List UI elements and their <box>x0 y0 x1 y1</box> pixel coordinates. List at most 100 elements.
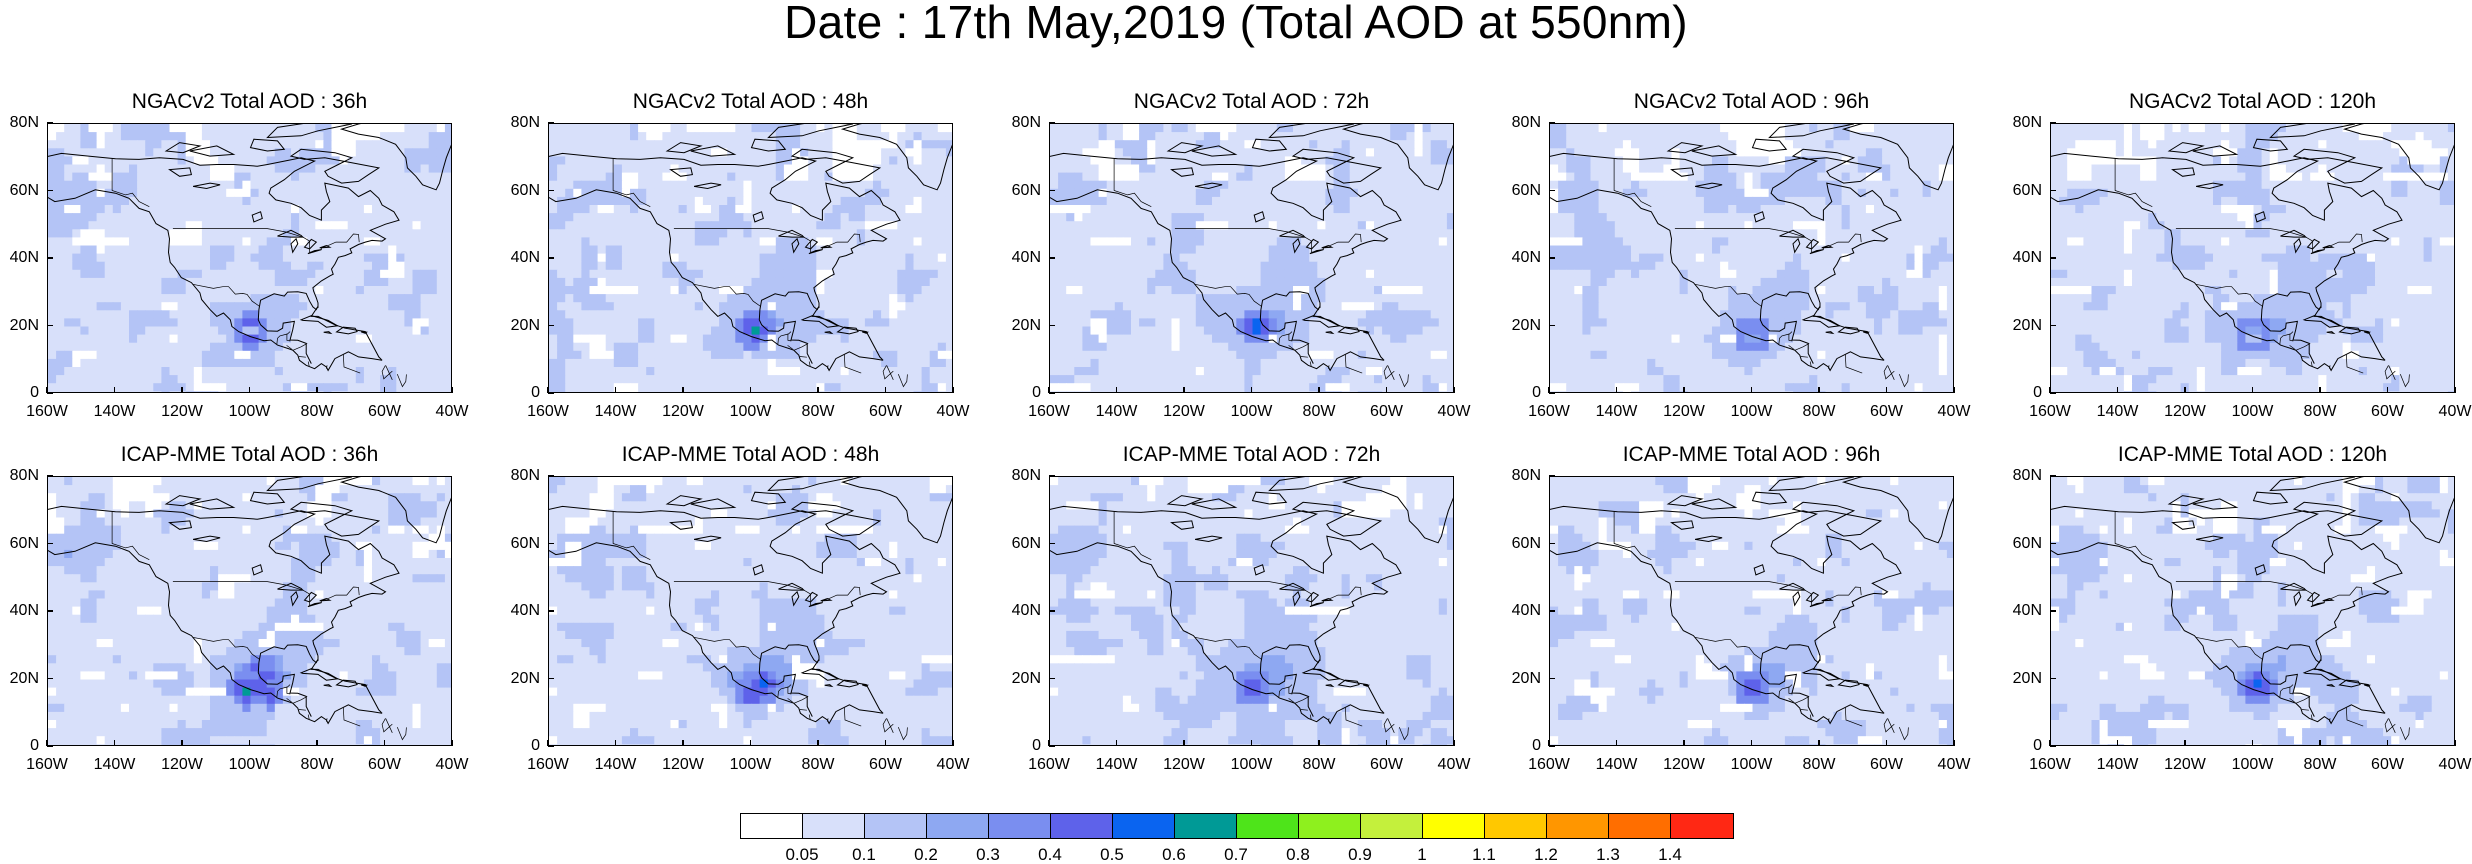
lat-tick-label: 0 <box>30 385 39 401</box>
lon-tick-mark <box>2387 740 2389 746</box>
lon-tick-label: 80W <box>301 757 334 773</box>
lon-tick-mark <box>1386 740 1388 746</box>
lon-tick-mark <box>615 740 617 746</box>
lat-tick-mark <box>548 122 554 124</box>
lon-tick-mark <box>750 387 752 393</box>
aod-field <box>549 477 953 746</box>
lon-tick-mark <box>1751 740 1753 746</box>
lat-tick-mark <box>548 257 554 259</box>
lon-tick-label: 160W <box>26 404 68 420</box>
lon-tick-mark <box>46 387 48 393</box>
lon-tick-label: 80W <box>1303 757 1336 773</box>
panel-title: ICAP-MME Total AOD : 72h <box>1049 442 1454 468</box>
lon-tick-mark <box>1818 387 1820 393</box>
lon-tick-mark <box>2319 387 2321 393</box>
lon-tick-label: 100W <box>229 404 271 420</box>
lon-tick-label: 80W <box>2304 404 2337 420</box>
lon-tick-label: 60W <box>1870 757 1903 773</box>
lat-tick-label: 40N <box>511 603 540 619</box>
lat-tick-label: 20N <box>1512 318 1541 334</box>
lon-tick-label: 160W <box>1528 404 1570 420</box>
lat-tick-mark <box>47 190 53 192</box>
lon-tick-label: 160W <box>1028 404 1070 420</box>
lon-tick-mark <box>451 740 453 746</box>
colorbar-box <box>1547 814 1609 838</box>
lon-tick-mark <box>1886 387 1888 393</box>
lon-tick-mark <box>1953 387 1955 393</box>
lon-tick-label: 100W <box>1731 757 1773 773</box>
lat-tick-mark <box>2050 745 2056 747</box>
lon-tick-label: 120W <box>1663 757 1705 773</box>
lat-tick-label: 0 <box>531 738 540 754</box>
lon-tick-mark <box>682 387 684 393</box>
colorbar-label: 0.9 <box>1348 846 1372 863</box>
colorbar-box <box>1485 814 1547 838</box>
lat-tick-label: 20N <box>1012 671 1041 687</box>
lon-tick-label: 120W <box>662 757 704 773</box>
lon-tick-mark <box>181 740 183 746</box>
aod-map <box>2050 123 2455 393</box>
lat-tick-mark <box>2050 122 2056 124</box>
colorbar-label: 1.3 <box>1596 846 1620 863</box>
lat-tick-mark <box>548 475 554 477</box>
lat-tick-label: 40N <box>1512 250 1541 266</box>
aod-field <box>2051 124 2455 393</box>
lat-tick-mark <box>1049 325 1055 327</box>
lat-tick-mark <box>1549 392 1555 394</box>
lat-tick-label: 80N <box>511 468 540 484</box>
aod-grid-cells <box>48 124 452 393</box>
lat-tick-mark <box>47 325 53 327</box>
lon-tick-mark <box>2117 740 2119 746</box>
lon-tick-mark <box>1318 387 1320 393</box>
lon-tick-label: 100W <box>1231 404 1273 420</box>
aod-map <box>1549 123 1954 393</box>
aod-map <box>1049 476 1454 746</box>
lat-tick-mark <box>1049 392 1055 394</box>
lon-tick-mark <box>682 740 684 746</box>
lat-tick-mark <box>548 745 554 747</box>
lon-tick-label: 160W <box>1028 757 1070 773</box>
lat-tick-mark <box>1549 543 1555 545</box>
lat-tick-mark <box>1049 122 1055 124</box>
lon-tick-label: 40W <box>1938 404 1971 420</box>
colorbar-box <box>927 814 989 838</box>
lat-tick-mark <box>2050 678 2056 680</box>
lat-tick-label: 0 <box>1532 385 1541 401</box>
lon-tick-label: 60W <box>1370 757 1403 773</box>
lat-tick-mark <box>2050 475 2056 477</box>
lon-tick-label: 100W <box>730 404 772 420</box>
lon-tick-label: 120W <box>161 404 203 420</box>
lon-tick-label: 160W <box>2029 757 2071 773</box>
lon-tick-mark <box>885 740 887 746</box>
lon-tick-mark <box>1683 387 1685 393</box>
colorbar-box <box>1113 814 1175 838</box>
colorbar-box <box>1237 814 1299 838</box>
colorbar-box <box>989 814 1051 838</box>
lat-tick-mark <box>1549 257 1555 259</box>
lon-tick-label: 40W <box>2439 757 2472 773</box>
lat-tick-mark <box>2050 610 2056 612</box>
lat-tick-label: 80N <box>1012 468 1041 484</box>
lon-tick-mark <box>46 740 48 746</box>
lat-tick-label: 60N <box>2013 183 2042 199</box>
lon-tick-label: 100W <box>1231 757 1273 773</box>
aod-field <box>48 124 452 393</box>
colorbar-label: 0.2 <box>914 846 938 863</box>
lat-tick-label: 60N <box>1512 183 1541 199</box>
lat-tick-label: 60N <box>511 536 540 552</box>
lat-tick-label: 20N <box>10 671 39 687</box>
lat-tick-label: 20N <box>2013 671 2042 687</box>
lat-tick-label: 60N <box>2013 536 2042 552</box>
colorbar-box <box>741 814 803 838</box>
lon-tick-mark <box>817 740 819 746</box>
colorbar-label: 1.2 <box>1534 846 1558 863</box>
lat-tick-label: 80N <box>1512 115 1541 131</box>
lat-tick-mark <box>1549 122 1555 124</box>
lon-tick-mark <box>547 740 549 746</box>
lat-tick-label: 20N <box>511 318 540 334</box>
lon-tick-label: 80W <box>1303 404 1336 420</box>
lon-tick-label: 100W <box>2232 404 2274 420</box>
lon-tick-mark <box>1886 740 1888 746</box>
